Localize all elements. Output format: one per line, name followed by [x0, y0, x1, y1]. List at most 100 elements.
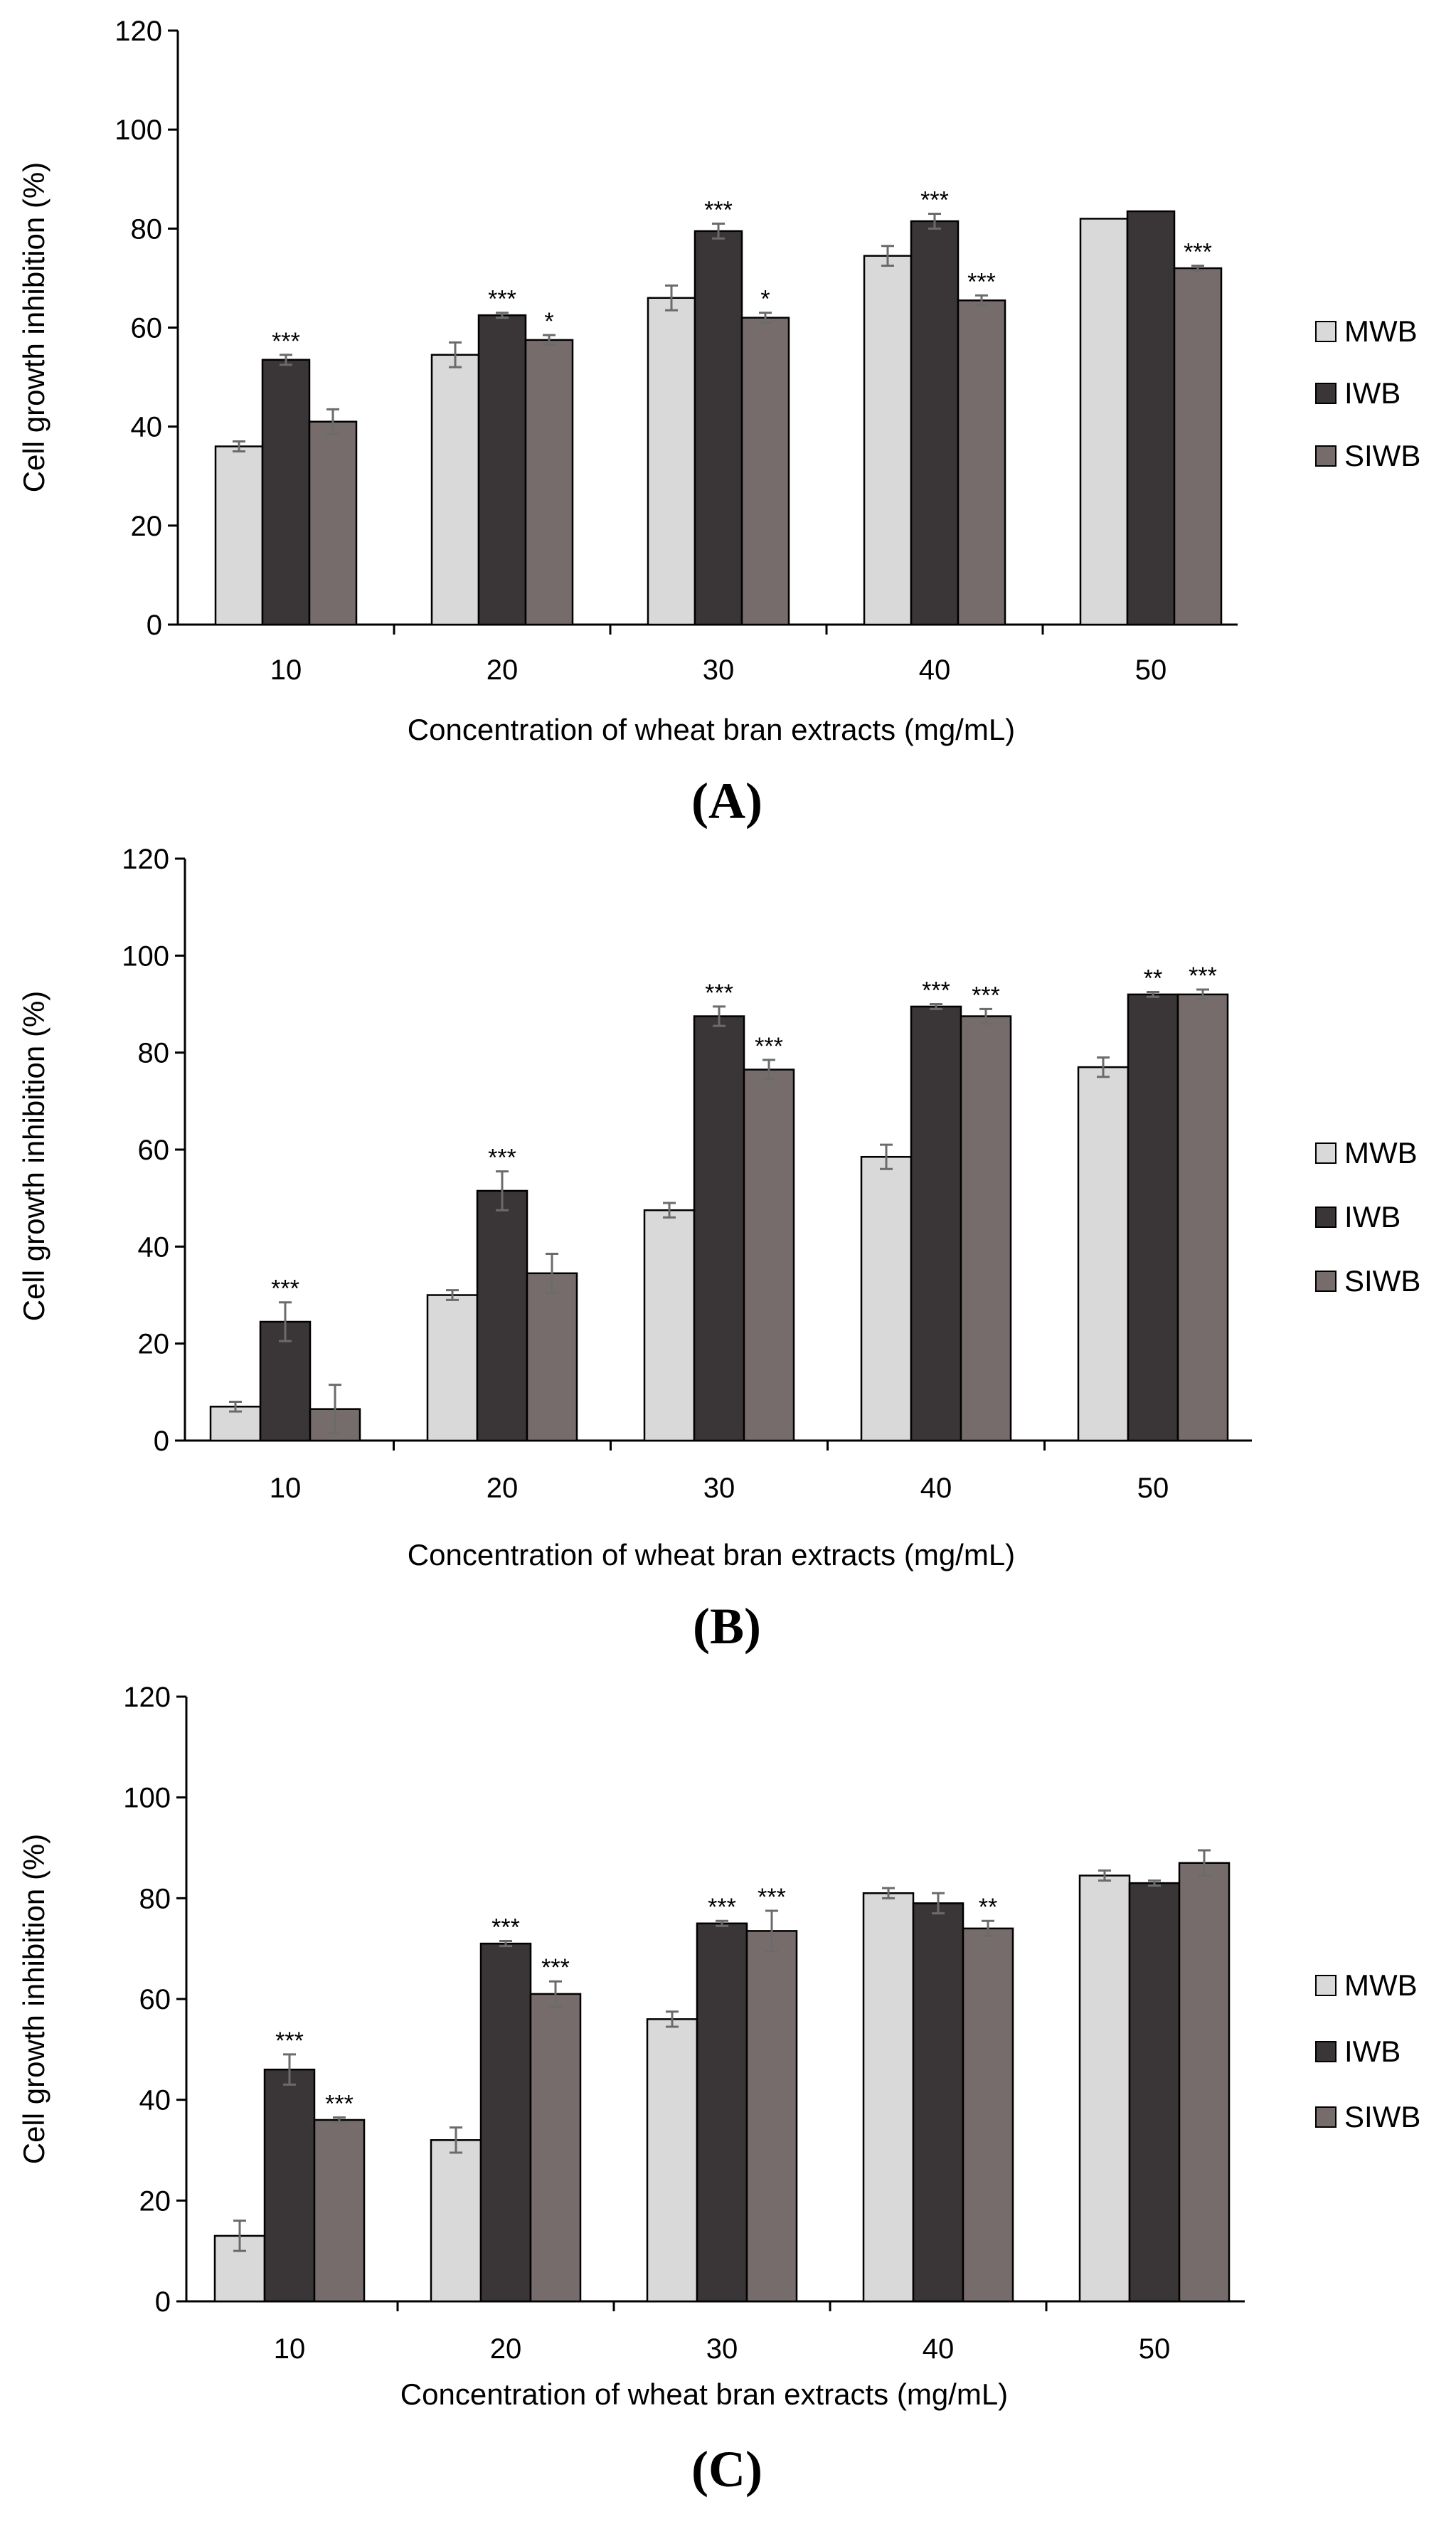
significance-label: *** [488, 1145, 516, 1172]
y-tick-label: 120 [122, 844, 169, 875]
legend: MWB IWB SIWB [1315, 1968, 1420, 2133]
y-tick-label: 120 [123, 1682, 171, 1713]
bar-mwb [646, 2018, 698, 2303]
legend-label: IWB [1344, 1200, 1401, 1234]
y-tick-label: 20 [138, 1329, 170, 1360]
legend-label: MWB [1344, 314, 1418, 348]
legend-label: SIWB [1344, 2100, 1420, 2133]
legend: MWB IWB SIWB [1315, 1136, 1420, 1298]
bar-iwb [1127, 993, 1179, 1442]
y-tick-label: 60 [138, 1135, 170, 1166]
y-tick-label: 80 [139, 1883, 171, 1914]
significance-label: *** [704, 196, 733, 223]
legend: MWB IWB SIWB [1315, 314, 1420, 472]
y-tick-label: 20 [139, 2185, 171, 2217]
significance-label: *** [972, 982, 1000, 1009]
bar-mwb [1078, 1875, 1131, 2303]
bar-iwb [1126, 210, 1176, 626]
bar-iwb [693, 1015, 745, 1442]
bar-iwb [479, 1942, 532, 2303]
bar-iwb [696, 1922, 748, 2303]
bar-siwb [960, 1015, 1012, 1442]
bar-siwb [313, 2119, 366, 2303]
x-tick-label: 10 [270, 654, 302, 686]
legend-label: IWB [1344, 2035, 1401, 2068]
y-tick-label: 60 [139, 1984, 171, 2015]
significance-label: ** [979, 1894, 997, 1921]
legend-swatch-mwb [1315, 1975, 1337, 1996]
bar-mwb [214, 445, 264, 626]
y-tick-label: 100 [123, 1783, 171, 1814]
bar-mwb [1079, 218, 1129, 626]
legend-swatch-iwb [1315, 383, 1337, 404]
y-tick-label: 40 [139, 2085, 171, 2116]
significance-label: *** [275, 2027, 304, 2054]
significance-label: *** [541, 1954, 570, 1981]
legend-swatch-siwb [1315, 1271, 1337, 1292]
y-tick-label: 40 [138, 1231, 170, 1263]
bar-siwb [962, 1927, 1014, 2303]
x-axis-label: Concentration of wheat bran extracts (mg… [400, 2377, 1008, 2411]
bar-siwb [308, 420, 358, 626]
legend-label: IWB [1344, 376, 1401, 410]
x-tick-label: 10 [274, 2333, 306, 2365]
bar-iwb [477, 314, 527, 626]
y-tick-label: 100 [115, 115, 162, 146]
x-axis-label: Concentration of wheat bran extracts (mg… [408, 713, 1015, 746]
bar-siwb [524, 339, 574, 626]
y-axis-label: Cell growth inhibition (%) [17, 1834, 51, 2165]
x-axis-label: Concentration of wheat bran extracts (mg… [408, 1538, 1015, 1571]
significance-label: *** [271, 1276, 299, 1303]
x-tick-label: 40 [920, 1473, 952, 1504]
significance-label: *** [1184, 239, 1212, 266]
legend-swatch-iwb [1315, 2041, 1337, 2062]
bar-mwb [430, 354, 480, 626]
legend-swatch-siwb [1315, 2106, 1337, 2128]
bar-mwb [426, 1294, 479, 1442]
bar-iwb [261, 359, 311, 626]
bar-siwb [1176, 993, 1229, 1442]
bar-iwb [263, 2068, 316, 2303]
x-tick-label: 30 [703, 1473, 735, 1504]
bar-siwb [1173, 267, 1223, 626]
x-tick-label: 10 [270, 1473, 302, 1504]
bar-siwb [1178, 1862, 1231, 2303]
x-tick-label: 30 [703, 654, 735, 686]
y-tick-label: 0 [154, 1426, 169, 1457]
panel-label: (B) [693, 1598, 761, 1655]
bar-mwb [863, 255, 913, 626]
y-tick-label: 100 [122, 940, 169, 972]
significance-label: ** [1144, 965, 1162, 992]
significance-label: *** [967, 268, 996, 295]
bar-iwb [1128, 1882, 1181, 2303]
bar-mwb [1077, 1066, 1130, 1442]
y-tick-label: 80 [131, 213, 163, 245]
legend-swatch-mwb [1315, 1142, 1337, 1164]
x-tick-label: 20 [487, 1473, 519, 1504]
x-tick-label: 30 [706, 2333, 738, 2365]
bar-siwb [957, 299, 1006, 626]
x-tick-label: 50 [1137, 1473, 1169, 1504]
y-tick-label: 20 [131, 511, 163, 542]
y-axis-label: Cell growth inhibition (%) [17, 991, 51, 1322]
significance-label: *** [272, 328, 300, 355]
bar-mwb [860, 1155, 913, 1442]
significance-label: *** [758, 1884, 786, 1911]
x-tick-label: 20 [490, 2333, 522, 2365]
x-tick-label: 20 [487, 654, 519, 686]
bar-iwb [476, 1189, 528, 1442]
significance-label: *** [491, 1914, 520, 1941]
bar-mwb [643, 1209, 696, 1442]
y-tick-label: 80 [138, 1038, 170, 1069]
x-tick-label: 40 [923, 2333, 955, 2365]
bar-siwb [740, 317, 790, 626]
significance-label: *** [488, 286, 516, 313]
legend-swatch-siwb [1315, 445, 1337, 467]
x-tick-label: 50 [1135, 654, 1167, 686]
bar-siwb [745, 1930, 798, 2303]
x-tick-label: 40 [919, 654, 951, 686]
bar-siwb [743, 1069, 795, 1442]
